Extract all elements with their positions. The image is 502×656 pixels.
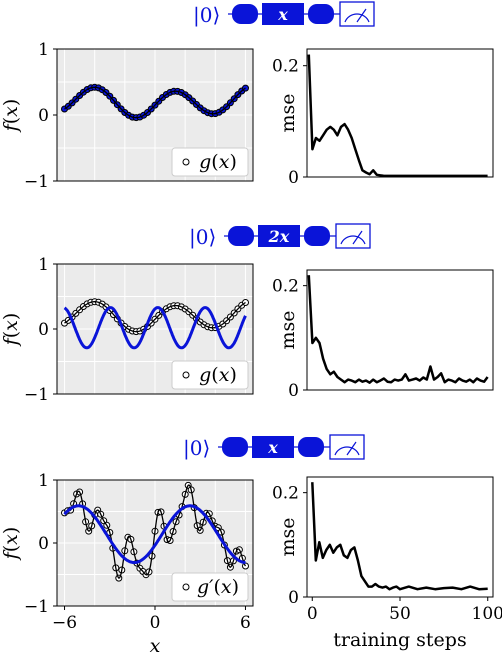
circuit-1-ket: |0⟩ <box>193 3 220 28</box>
chart-5-xtick-label: 0 <box>150 613 161 633</box>
circuit-2-gate-label: 2x <box>268 227 290 246</box>
chart-5-legend-marker <box>182 583 190 591</box>
circuit-2-rotation-pulse-right <box>304 226 330 246</box>
chart-4-series-line <box>307 275 489 384</box>
chart-6-xtick-label: 100 <box>472 604 502 624</box>
chart-5-legend-box <box>171 572 249 602</box>
chart-3-ytick-label: −1 <box>24 385 49 405</box>
chart-2-ytick-label: 0.2 <box>272 57 299 77</box>
chart-5-xlabel: x <box>150 635 161 656</box>
circuit-1-rotation-pulse-left <box>232 4 258 24</box>
chart-3-legend-box <box>171 360 249 390</box>
chart-3-series-2-line <box>64 301 246 333</box>
circuit-2-ket: |0⟩ <box>189 225 216 250</box>
chart-1-ytick-label: 0 <box>38 106 49 126</box>
chart-5-ytick-label: −1 <box>24 597 49 617</box>
circuit-1-encoding-gate <box>262 3 304 25</box>
circuit-3-rotation-pulse-left <box>222 437 248 457</box>
mse-panel-2: 0 0.2 mse <box>272 269 494 401</box>
chart-3-ylabel: f(x) <box>0 313 22 348</box>
chart-3-series-3-line <box>63 306 247 350</box>
chart-5-ylabel: f(x) <box>0 527 22 562</box>
circuit-1-gate-label: x <box>277 5 288 24</box>
chart-5-xtick-label: −6 <box>52 613 77 633</box>
circuit-3-meter-icon <box>329 434 365 460</box>
circuit-1-meter-icon <box>339 1 375 27</box>
chart-4-ylabel: mse <box>277 310 299 349</box>
circuit-2: |0⟩ 2x <box>189 223 371 250</box>
circuit-2-encoding-gate <box>258 225 300 247</box>
circuit-3-gate-label: x <box>267 438 278 457</box>
mse-panel-1: 0 0.2 mse <box>272 48 494 188</box>
circuit-3-ket: |0⟩ <box>183 436 210 461</box>
plot-panel-2: g(x) −1 0 1 f(x) <box>0 255 254 405</box>
circuit-2-meter-icon <box>335 223 371 249</box>
circuit-3-rotation-pulse-right <box>298 437 324 457</box>
chart-6-ylabel: mse <box>277 517 299 556</box>
chart-2-ytick-label: 0 <box>288 168 299 188</box>
mse-panel-3: 0 0.2 0 50 100 training steps mse <box>272 476 502 651</box>
chart-3-ytick-label: 0 <box>38 320 49 340</box>
chart-2-frame <box>306 48 494 178</box>
chart-6-ytick-label: 0 <box>288 588 299 608</box>
chart-6-xtick-label: 50 <box>389 604 411 624</box>
chart-6-series-line <box>311 482 488 591</box>
circuit-3: |0⟩ x <box>183 434 365 461</box>
chart-1-legend-label: g(x) <box>199 151 237 173</box>
chart-6-xtick-label: 0 <box>307 604 318 624</box>
chart-6-xlabel: training steps <box>333 629 466 651</box>
chart-5-ytick-label: 0 <box>38 534 49 554</box>
chart-1-legend-marker <box>182 158 190 166</box>
chart-5-legend-label: g′(x) <box>197 576 239 598</box>
chart-3-ytick-label: 1 <box>38 255 49 275</box>
plot-panel-3: g′(x) −1 0 1 −6 0 6 x f(x) <box>0 471 254 656</box>
chart-1-legend-box <box>171 147 249 177</box>
chart-5-series-3-line <box>63 504 246 564</box>
chart-2-series-line <box>307 54 488 178</box>
chart-3-legend-marker <box>182 371 190 379</box>
circuit-1-rotation-pulse-right <box>308 4 334 24</box>
circuit-2-rotation-pulse-left <box>228 226 254 246</box>
chart-1-ytick-label: 1 <box>38 40 49 60</box>
chart-5-ytick-label: 1 <box>38 471 49 491</box>
chart-1-ylabel: f(x) <box>0 99 22 134</box>
chart-4-frame <box>306 269 494 391</box>
chart-1-series-2-line <box>64 86 246 119</box>
chart-6-ytick-label: 0.2 <box>272 484 299 504</box>
circuit-1: |0⟩ x <box>193 1 375 28</box>
circuit-3-encoding-gate <box>252 436 294 458</box>
chart-4-ytick-label: 0.2 <box>272 277 299 297</box>
chart-4-ytick-label: 0 <box>288 381 299 401</box>
chart-6-frame <box>306 476 494 598</box>
chart-3-legend-label: g(x) <box>199 364 237 386</box>
chart-5-xtick-label: 6 <box>240 613 251 633</box>
plot-panel-1: g(x) −1 0 1 f(x) <box>0 40 254 192</box>
chart-1-ytick-label: −1 <box>24 172 49 192</box>
chart-2-ylabel: mse <box>277 93 299 132</box>
